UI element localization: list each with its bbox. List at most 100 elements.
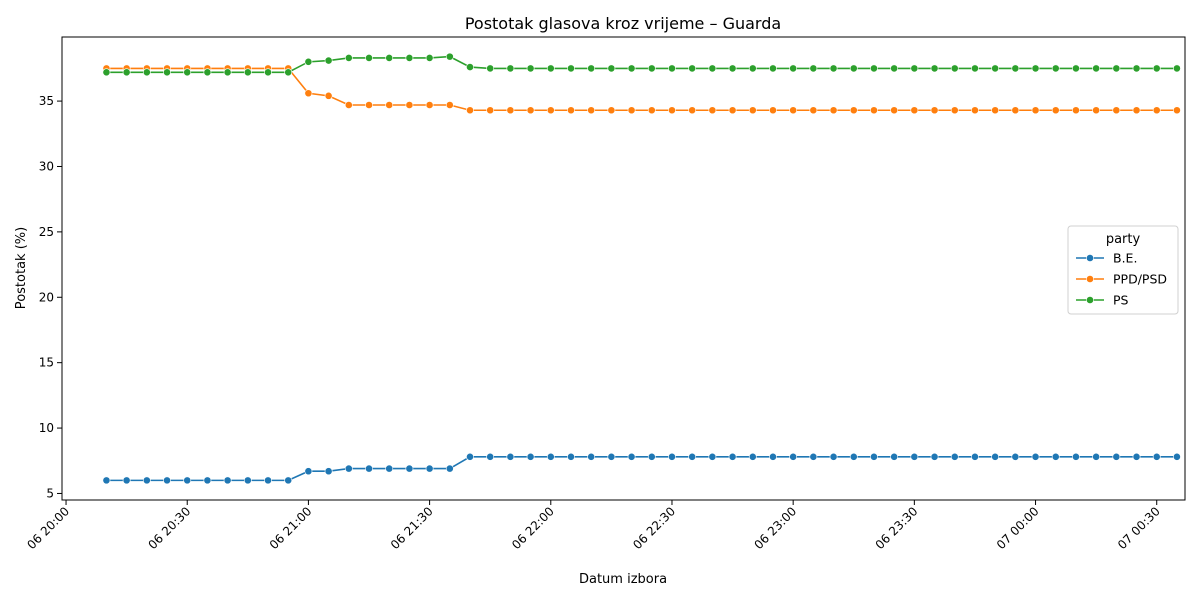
data-point-ps [223,68,232,77]
data-point-ps [829,64,838,73]
data-point-b-e [688,452,697,461]
data-point-ppd-psd [950,106,959,115]
y-tick-label: 10 [39,421,54,435]
data-point-ppd-psd [991,106,1000,115]
data-point-ppd-psd [688,106,697,115]
data-point-b-e [950,452,959,461]
data-point-ps [405,54,414,62]
data-point-ppd-psd [708,106,717,115]
data-point-ppd-psd [304,89,313,98]
data-point-b-e [849,452,858,461]
x-tick-label: 07 00:00 [994,504,1042,552]
data-point-b-e [607,452,616,461]
data-point-ppd-psd [809,106,818,115]
data-point-ps [142,68,151,77]
x-tick-label: 06 21:00 [267,504,315,552]
data-point-b-e [809,452,818,461]
data-point-b-e [991,452,1000,461]
x-tick-label: 06 20:30 [145,504,193,552]
data-point-ps [546,64,555,73]
x-tick-label: 06 22:00 [509,504,557,552]
data-point-ps [769,64,777,73]
data-point-ps [526,64,535,73]
data-point-b-e [546,452,555,461]
data-point-b-e [1072,452,1080,461]
x-axis-label: Datum izbora [579,572,667,587]
data-point-b-e [466,452,474,461]
y-tick-label: 35 [39,94,54,108]
data-point-b-e [183,476,192,485]
legend-title: party [1106,232,1141,247]
data-point-b-e [870,452,878,461]
data-point-ps [365,54,373,62]
data-point-ps [445,52,454,61]
data-point-b-e [1152,452,1161,461]
data-point-ppd-psd [627,106,636,115]
legend-marker-ppd-psd [1086,275,1094,283]
data-point-b-e [405,464,414,473]
data-point-ps [930,64,939,73]
legend-marker-ps [1086,296,1094,304]
data-point-ps [789,64,798,73]
y-tick-label: 25 [39,225,54,239]
y-tick-label: 5 [46,486,54,500]
data-point-ppd-psd [668,106,676,115]
data-point-ppd-psd [445,101,454,109]
data-point-ps [950,64,959,73]
data-point-ppd-psd [506,106,515,115]
data-point-ppd-psd [647,106,656,115]
data-point-ps [1011,64,1020,73]
data-point-ps [890,64,899,73]
data-point-b-e [1173,452,1181,461]
data-point-ppd-psd [607,106,616,115]
data-point-ppd-psd [1092,106,1101,115]
legend-label-ps: PS [1113,293,1129,308]
data-point-ps [748,64,757,73]
data-point-b-e [243,476,252,485]
data-point-ppd-psd [567,106,575,115]
data-point-ps [506,64,515,73]
y-tick-label: 30 [39,159,54,173]
data-point-ps [567,64,575,73]
data-point-ppd-psd [526,106,535,115]
series-b-e [102,452,1181,485]
data-point-ppd-psd [870,106,878,115]
legend-marker-b-e [1086,254,1094,262]
data-point-ppd-psd [466,106,474,115]
data-point-ppd-psd [344,101,353,109]
data-point-b-e [425,464,434,473]
data-point-ps [627,64,636,73]
data-point-ps [809,64,818,73]
data-point-b-e [1132,452,1141,461]
data-point-b-e [223,476,232,485]
data-point-b-e [748,452,757,461]
data-point-b-e [163,476,171,485]
data-point-ps [991,64,1000,73]
x-tick-label: 06 23:00 [751,504,799,552]
data-point-ps [688,64,697,73]
data-point-ps [264,68,272,77]
data-point-b-e [930,452,939,461]
data-point-ps [102,68,111,77]
data-point-b-e [304,467,313,476]
plot-frame [61,36,1186,501]
data-point-ps [284,68,293,77]
data-point-ppd-psd [728,106,737,115]
data-point-b-e [486,452,495,461]
data-point-ps [466,63,474,71]
legend: party B.E. PPD/PSD PS [1067,225,1179,315]
data-point-ps [486,64,495,73]
data-point-ppd-psd [1011,106,1020,115]
x-tick-label: 06 20:00 [24,504,72,552]
x-tick-label: 07 00:30 [1115,504,1163,552]
data-point-ps [587,64,596,73]
data-point-ps [163,68,171,77]
data-point-b-e [102,476,111,485]
data-point-b-e [1011,452,1020,461]
data-point-b-e [506,452,515,461]
legend-label-b-e: B.E. [1113,251,1137,266]
series-ps [102,52,1181,77]
x-tick-label: 06 22:30 [630,504,678,552]
y-axis-label: Postotak (%) [14,227,29,309]
data-point-ps [1051,64,1060,73]
